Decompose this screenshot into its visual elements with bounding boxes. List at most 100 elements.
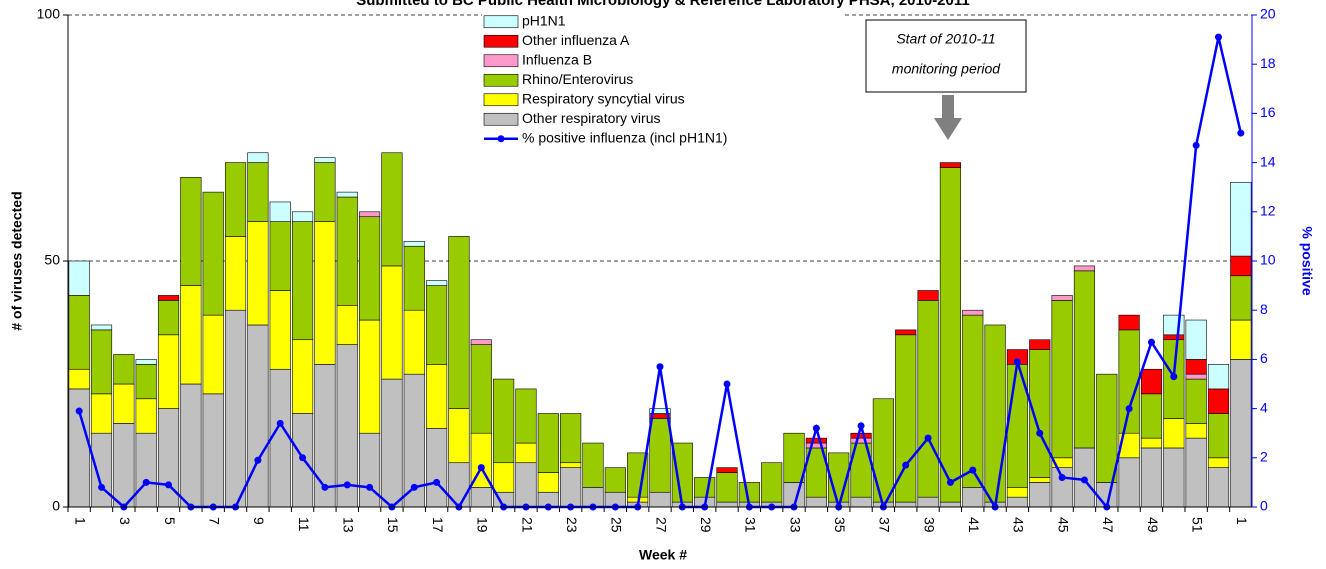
y2-tick-label: 10 [1260,252,1276,268]
bar-segment [917,290,939,301]
bar-segment [291,339,314,414]
bar-segment [1140,368,1163,395]
line-point [812,424,820,432]
bar-segment [1207,457,1230,468]
bar-segment [113,383,135,424]
bar-segment [359,216,381,321]
annotation-arrow [934,95,962,140]
y2-tick-label: 8 [1260,301,1268,317]
bar-segment [604,467,626,493]
bar-segment [1185,378,1207,424]
bar-segment [403,245,425,311]
legend-label: % positive influenza (incl pH1N1) [522,129,727,145]
line-point [433,478,441,486]
bar-segment [1163,334,1185,341]
bar-segment [403,309,425,375]
y2-tick-label: 6 [1260,350,1268,366]
bar-segment [113,354,135,385]
x-tick-label: 5 [162,517,178,525]
bar-segment [68,368,90,390]
legend: pH1N1 Other influenza A Influenza B Rhino/E… [482,8,842,151]
x-tick-label: 1 [1234,517,1250,525]
bar-segment [1118,457,1140,508]
bar-segment [671,442,693,503]
y2-tick-label: 12 [1260,203,1276,219]
x-tick-label: 49 [1145,517,1161,533]
bar-segment [359,319,381,434]
bar-segment [314,162,336,222]
bar-segment [1163,447,1185,508]
bar-segment [1051,467,1073,508]
bar-segment [470,339,492,345]
bar-segment [224,309,247,508]
legend-swatch [483,54,519,68]
bar-segment [560,413,582,464]
bar-segment [269,368,291,508]
bar-segment [582,442,604,488]
legend-label: Other influenza A [522,32,630,48]
x-tick-label: 3 [117,517,133,525]
bar-segment [336,191,358,198]
line-point [75,407,83,415]
bar-segment [1006,487,1029,498]
legend-swatch [497,135,505,143]
bar-segment [157,334,180,409]
bar-segment [1029,339,1051,350]
bar-segment [1073,265,1096,272]
y2-tick-label: 14 [1260,153,1276,169]
bar-segment [157,295,180,301]
bar-segment [269,221,291,291]
bar-segment [403,241,425,247]
bar-segment [381,378,403,508]
x-tick-label: 27 [653,517,669,533]
bar-segment [247,152,269,163]
x-tick-label: 9 [251,517,267,525]
bar-segment [426,427,448,508]
bar-segment [1140,393,1163,439]
legend-label: Rhino/Enterovirus [522,71,633,87]
bar-segment [68,295,90,370]
x-tick-label: 11 [296,517,312,532]
y2-tick-label: 2 [1260,449,1268,465]
x-tick-label: 21 [519,517,535,533]
bar-segment [1051,295,1073,301]
bar-segment [761,462,783,503]
bar-segment [917,300,939,498]
bar-segment [90,432,113,508]
bar-segment [649,418,671,493]
bar-segment [381,152,403,267]
bar-segment [247,324,269,508]
annotation-text: monitoring period [892,61,1001,77]
x-tick-label: 39 [921,517,937,533]
bar-segment [224,236,247,311]
bar-segment [1118,329,1140,434]
bar-segment [336,304,358,345]
y-tick-label: 100 [37,6,61,22]
x-tick-label: 41 [966,517,982,533]
bar-segment [850,496,872,508]
y2-tick-label: 18 [1260,55,1276,71]
bar-segment [1051,300,1073,459]
bar-segment [1163,314,1185,336]
bar-segment [984,324,1006,503]
bar-segment [291,211,314,222]
bar-segment [515,462,537,508]
line-point [1147,338,1155,346]
x-axis-label: Week # [639,547,687,563]
bar-segment [1230,275,1252,321]
bar-segment [560,462,582,468]
line-point [1013,358,1021,366]
bar-segment [872,398,894,503]
bar-segment [962,309,984,316]
y2-tick-label: 16 [1260,104,1276,120]
x-tick-label: 35 [832,517,848,533]
x-tick-label: 29 [698,517,714,533]
chart-title: Submitted to BC Public Health Microbiolo… [356,0,969,9]
bar-segment [470,487,492,508]
x-tick-label: 17 [430,517,446,533]
bar-segment [1096,373,1118,483]
legend-swatch [483,112,519,126]
legend-label: Influenza B [522,51,592,67]
line-point [98,483,106,491]
bar-segment [783,432,805,483]
